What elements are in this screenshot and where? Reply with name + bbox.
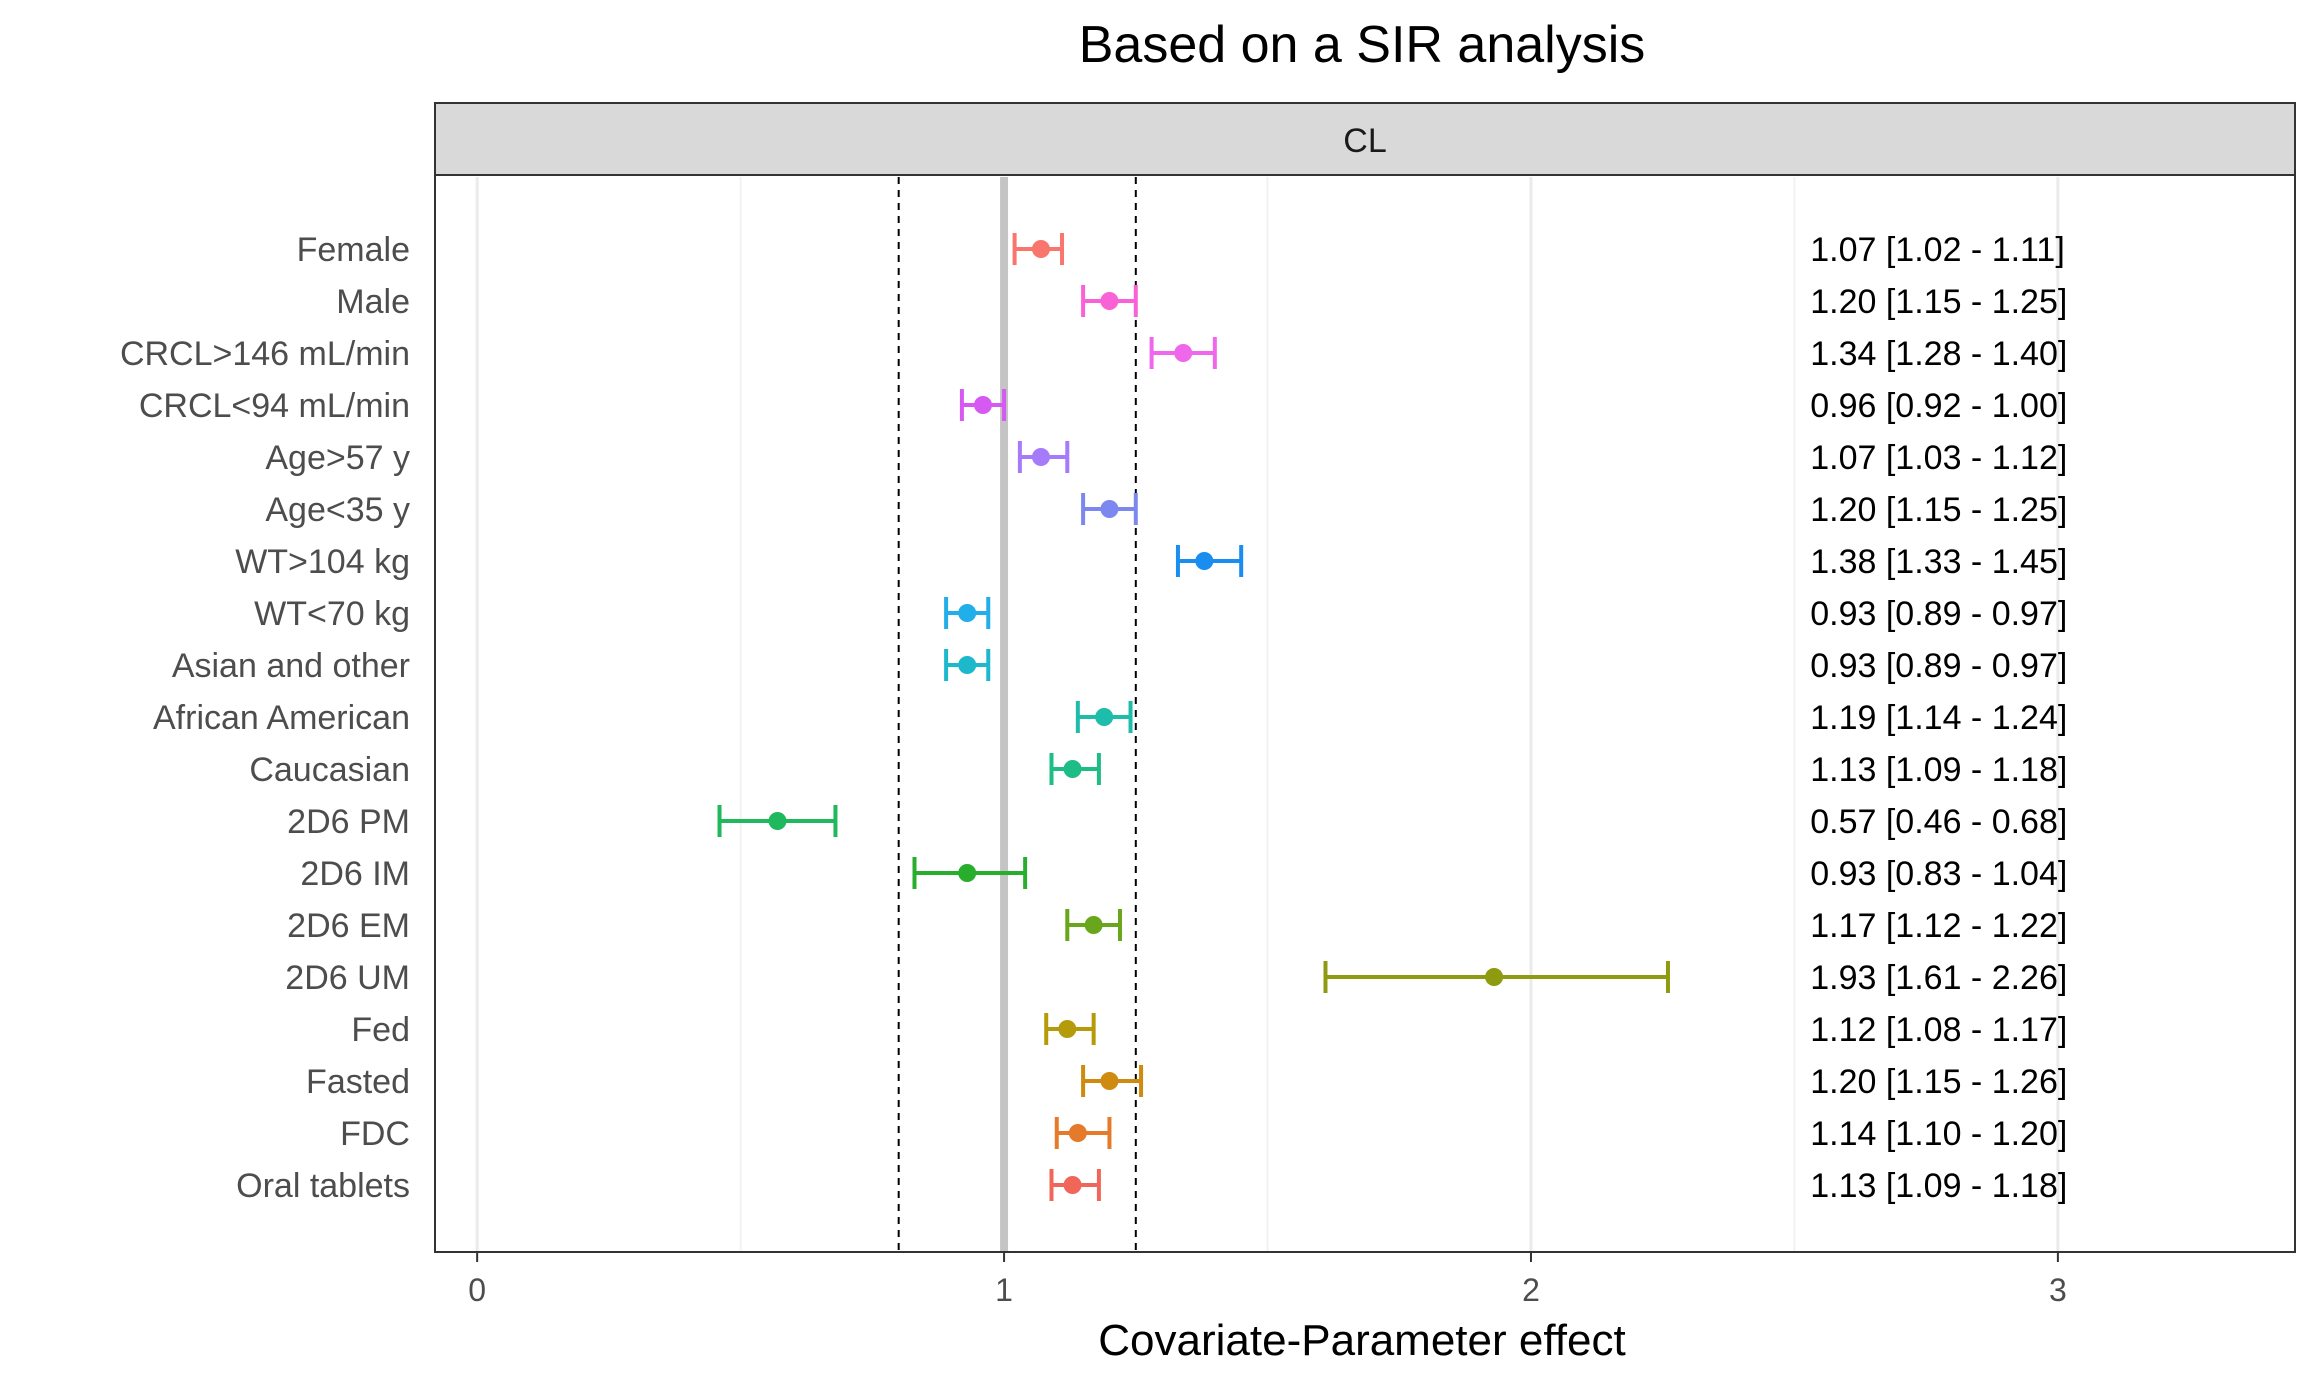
x-tick-label: 3 — [2049, 1272, 2067, 1308]
point-estimate — [1485, 968, 1504, 986]
value-label: 0.93 [0.83 - 1.04] — [1810, 855, 2067, 893]
point-estimate — [958, 604, 977, 622]
value-labels: 1.07 [1.02 - 1.11] 1.20 [1.15 - 1.25] 1.34… — [1810, 231, 2067, 1205]
row-label: 2D6 EM — [287, 907, 410, 945]
value-label: 1.20 [1.15 - 1.25] — [1810, 491, 2067, 529]
row-label: Female — [297, 231, 410, 269]
point-estimate — [958, 656, 977, 674]
point-estimate — [958, 864, 977, 882]
panel-strip — [434, 102, 2296, 176]
row-label: FDC — [340, 1115, 410, 1153]
value-label: 1.13 [1.09 - 1.18] — [1810, 751, 2067, 789]
row-label: 2D6 UM — [285, 959, 410, 997]
point-estimate — [1174, 344, 1193, 362]
point-estimate — [973, 396, 992, 414]
point-estimate — [1084, 916, 1103, 934]
value-label: 1.07 [1.02 - 1.11] — [1810, 231, 2065, 269]
value-label: 1.13 [1.09 - 1.18] — [1810, 1167, 2067, 1205]
x-tick-label: 2 — [1522, 1272, 1540, 1308]
value-label: 1.19 [1.14 - 1.24] — [1810, 699, 2067, 737]
row-label: 2D6 IM — [300, 855, 410, 893]
point-estimate — [1063, 1176, 1082, 1194]
point-estimate — [1095, 708, 1114, 726]
point-estimate — [1100, 500, 1119, 518]
row-label: Age>57 y — [265, 439, 410, 477]
row-labels: Female Male CRCL>146 mL/min CRCL<94 mL/min A… — [120, 231, 410, 1205]
value-label: 0.93 [0.89 - 0.97] — [1810, 595, 2067, 633]
point-estimate — [1195, 552, 1214, 570]
point-estimate — [1068, 1124, 1087, 1142]
row-label: Age<35 y — [265, 491, 410, 529]
x-tick-label: 0 — [468, 1272, 486, 1308]
row-label: WT>104 kg — [235, 543, 410, 581]
row-label: Fasted — [306, 1063, 410, 1101]
row-label: CRCL<94 mL/min — [139, 387, 410, 425]
point-estimate — [1063, 760, 1082, 778]
value-label: 0.57 [0.46 - 0.68] — [1810, 803, 2067, 841]
value-label: 1.34 [1.28 - 1.40] — [1810, 335, 2067, 373]
row-label: Male — [336, 283, 410, 321]
row-label: Fed — [351, 1011, 410, 1049]
value-label: 1.17 [1.12 - 1.22] — [1810, 907, 2067, 945]
value-label: 1.38 [1.33 - 1.45] — [1810, 543, 2067, 581]
value-label: 1.93 [1.61 - 2.26] — [1810, 959, 2067, 997]
value-label: 1.07 [1.03 - 1.12] — [1810, 439, 2067, 477]
value-label: 0.93 [0.89 - 0.97] — [1810, 647, 2067, 685]
row-label: CRCL>146 mL/min — [120, 335, 410, 373]
marks-layer — [717, 233, 1670, 1201]
point-estimate — [1100, 292, 1119, 310]
point-estimate — [1031, 240, 1050, 258]
panel-strip-label: CL — [1343, 122, 1386, 160]
plot-panel — [434, 174, 2296, 1253]
value-label: 0.96 [0.92 - 1.00] — [1810, 387, 2067, 425]
value-label: 1.20 [1.15 - 1.26] — [1810, 1063, 2067, 1101]
x-axis-title: Covariate-Parameter effect — [1098, 1316, 1625, 1365]
row-label: Asian and other — [172, 647, 410, 685]
value-label: 1.12 [1.08 - 1.17] — [1810, 1011, 2067, 1049]
point-estimate — [1058, 1020, 1077, 1038]
point-estimate — [1031, 448, 1050, 466]
row-label: 2D6 PM — [287, 803, 410, 841]
reference-lines — [897, 177, 1137, 1251]
row-label: African American — [153, 699, 410, 737]
chart-title: Based on a SIR analysis — [1079, 16, 1646, 74]
value-label: 1.14 [1.10 - 1.20] — [1810, 1115, 2067, 1153]
point-estimate — [1100, 1072, 1119, 1090]
row-label: Oral tablets — [236, 1167, 410, 1205]
point-estimate — [768, 812, 787, 830]
x-tick-label: 1 — [995, 1272, 1013, 1308]
row-label: Caucasian — [249, 751, 410, 789]
x-axis-ticks: 0 1 2 3 — [468, 1252, 2067, 1308]
value-label: 1.20 [1.15 - 1.25] — [1810, 283, 2067, 321]
row-label: WT<70 kg — [254, 595, 410, 633]
